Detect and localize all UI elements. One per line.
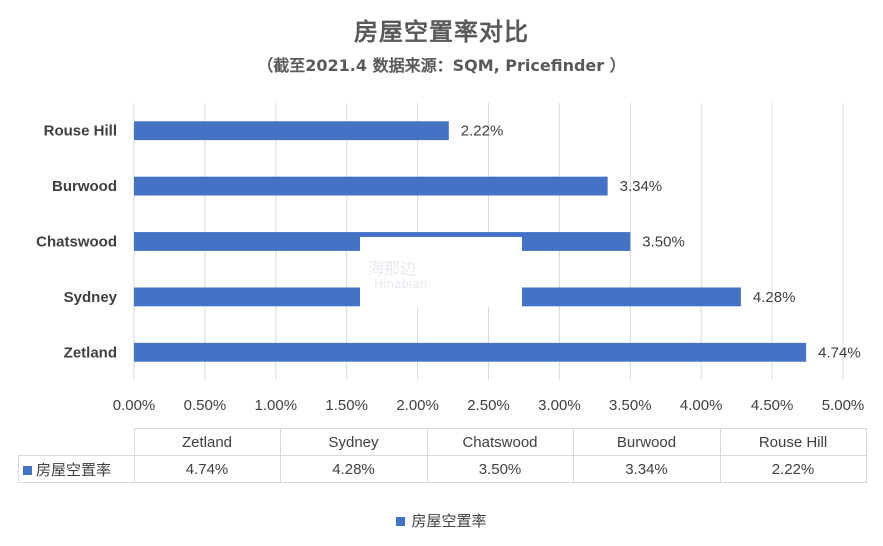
x-tick-label: 0.00% <box>113 397 156 414</box>
bar <box>134 342 807 362</box>
data-label: 3.34% <box>620 178 663 195</box>
data-table-value-row: 房屋空置率 4.74% 4.28% 3.50% 3.34% 2.22% <box>18 455 867 483</box>
x-tick-label: 5.00% <box>822 397 865 414</box>
x-tick-label: 3.50% <box>609 397 652 414</box>
category-label: Sydney <box>64 289 118 306</box>
watermark-text: 海那边 <box>368 259 417 278</box>
data-label: 4.28% <box>753 289 796 306</box>
legend: 房屋空置率 <box>0 510 883 531</box>
data-label: 2.22% <box>461 123 504 140</box>
labels: 0.00% 0.50% 1.00% 1.50% 2.00% 2.50% 3.00% 3.50%… <box>36 123 864 414</box>
legend-swatch-icon <box>396 517 406 526</box>
data-table-header: Sydney <box>279 428 428 456</box>
x-tick-label: 1.50% <box>325 397 368 414</box>
data-table-corner <box>18 428 135 456</box>
data-table-cell: 4.74% <box>133 455 281 483</box>
data-label: 3.50% <box>642 234 685 251</box>
data-table-series-name: 房屋空置率 <box>36 461 112 479</box>
legend-label: 房屋空置率 <box>411 512 487 530</box>
data-label: 4.74% <box>818 344 861 361</box>
data-table: Zetland Sydney Chatswood Burwood Rouse H… <box>18 428 867 483</box>
category-label: Rouse Hill <box>44 123 117 140</box>
data-table-cell: 4.28% <box>279 455 428 483</box>
x-tick-label: 3.00% <box>538 397 581 414</box>
data-table-header: Zetland <box>133 428 281 456</box>
data-table-header: Burwood <box>572 428 721 456</box>
category-label: Burwood <box>52 178 117 195</box>
data-table-header: Rouse Hill <box>719 428 867 456</box>
x-tick-label: 2.00% <box>396 397 439 414</box>
bar-chart: 0.00% 0.50% 1.00% 1.50% 2.00% 2.50% 3.00% 3.50%… <box>36 103 864 414</box>
chart-title: 房屋空置率对比 <box>354 18 529 46</box>
x-tick-label: 0.50% <box>184 397 227 414</box>
watermark: 海那边 Hinabian <box>360 237 522 307</box>
data-table-header: Chatswood <box>426 428 574 456</box>
data-table-cell: 3.50% <box>426 455 574 483</box>
data-table-cell: 3.34% <box>572 455 721 483</box>
watermark-subtext: Hinabian <box>374 277 428 291</box>
series-swatch-icon <box>23 466 32 476</box>
chart-subtitle: （截至2021.4 数据来源：SQM, Pricefinder ） <box>257 56 626 75</box>
data-table-header-row: Zetland Sydney Chatswood Burwood Rouse H… <box>18 428 867 456</box>
x-tick-label: 1.00% <box>255 397 298 414</box>
bar <box>134 121 449 141</box>
bars <box>134 121 807 362</box>
bar <box>134 176 608 196</box>
data-table-series-label: 房屋空置率 <box>18 455 135 483</box>
x-tick-label: 4.00% <box>680 397 723 414</box>
x-tick-label: 4.50% <box>751 397 794 414</box>
x-tick-label: 2.50% <box>467 397 510 414</box>
category-label: Zetland <box>64 344 117 361</box>
data-table-cell: 2.22% <box>719 455 867 483</box>
category-label: Chatswood <box>36 234 117 251</box>
